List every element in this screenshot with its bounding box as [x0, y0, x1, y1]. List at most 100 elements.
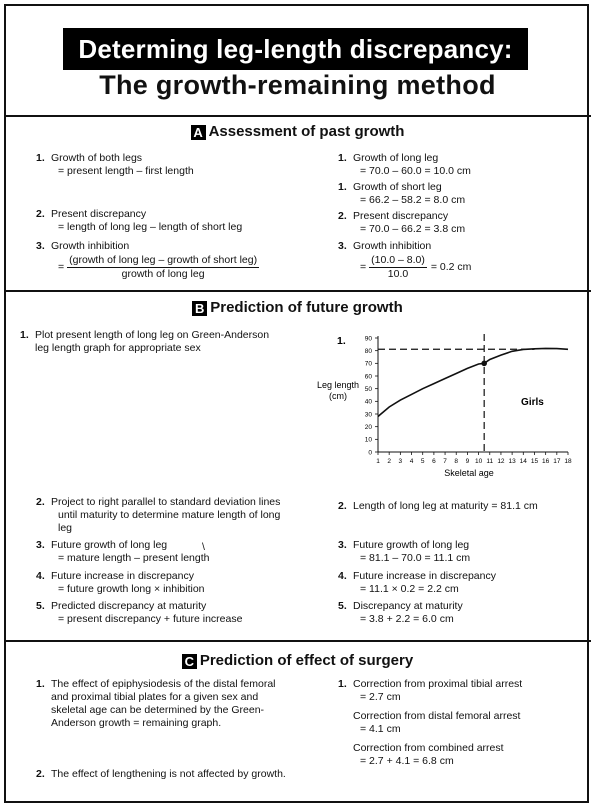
section-c-heading: C Prediction of effect of surgery [0, 652, 595, 669]
item-label: Growth of short leg [353, 181, 442, 193]
a-left-item-3: 3. Growth inhibition = (growth of long l… [36, 240, 316, 281]
a-right-item-1: 1. Growth of long leg = 70.0 – 60.0 = 10… [338, 152, 578, 178]
item-line: Anderson growth = remaining graph. [51, 717, 222, 729]
x-tick-label: 5 [421, 458, 425, 465]
section-a-heading: A Assessment of past growth [0, 123, 595, 140]
item-label: Growth of both legs [51, 152, 143, 164]
x-tick-label: 7 [443, 458, 447, 465]
y-tick-label: 20 [365, 424, 373, 431]
c-left-item-1: 1. The effect of epiphysiodesis of the d… [36, 678, 326, 730]
b-right-item-4: 4. Future increase in discrepancy = 11.1… [338, 570, 578, 596]
section-b-title: Prediction of future growth [210, 299, 403, 316]
b-left-item-2: 2. Project to right parallel to standard… [36, 496, 326, 535]
item-label: Correction from distal femoral arrest [353, 710, 521, 722]
x-tick-label: 2 [387, 458, 391, 465]
item-detail: = length of long leg – length of short l… [58, 221, 243, 233]
b-right-item-5: 5. Discrepancy at maturity = 3.8 + 2.2 =… [338, 600, 578, 626]
page-frame [4, 4, 589, 803]
divider-title [4, 115, 591, 117]
fraction-denominator: 10.0 [387, 268, 409, 280]
page-subtitle: The growth-remaining method [99, 70, 496, 100]
item-label: Future increase in discrepancy [353, 570, 496, 582]
item-detail: = 81.1 – 70.0 = 11.1 cm [360, 552, 471, 564]
y-tick-label: 80 [365, 348, 373, 355]
chart-annotation: Girls [521, 397, 544, 408]
page-title: Determing leg-length discrepancy: [63, 28, 528, 70]
y-tick-label: 90 [365, 335, 373, 342]
a-right-item-3: 2. Present discrepancy = 70.0 – 66.2 = 3… [338, 210, 578, 236]
x-tick-label: 16 [542, 458, 550, 465]
x-tick-label: 1 [376, 458, 380, 465]
chart-marks [377, 334, 569, 452]
x-tick-label: 10 [475, 458, 483, 465]
item-label: Present discrepancy [51, 208, 147, 220]
b-left-item-5: 5. Predicted discrepancy at maturity = p… [36, 600, 326, 626]
stray-mark: \ [202, 541, 205, 553]
item-detail: = 3.8 + 2.2 = 6.0 cm [360, 613, 454, 625]
item-label: Growth inhibition [353, 240, 432, 252]
divider-b-c [4, 640, 591, 642]
section-b-badge: B [192, 301, 208, 316]
equals-sign: = [58, 261, 65, 273]
y-tick-label: 50 [365, 386, 373, 393]
item-label: Discrepancy at maturity [353, 600, 463, 612]
inhibition-result: = 0.2 cm [430, 261, 472, 273]
y-tick-label: 60 [365, 373, 373, 380]
item-detail: = 2.7 + 4.1 = 6.8 cm [360, 755, 454, 767]
item-detail: = mature length – present length [58, 552, 210, 564]
section-c-title: Prediction of effect of surgery [199, 652, 414, 669]
y-axis-unit: (cm) [329, 391, 347, 401]
section-b-heading: B Prediction of future growth [0, 299, 595, 316]
a-right-item-2: 1. Growth of short leg = 66.2 – 58.2 = 8… [338, 181, 578, 207]
item-line: The effect of epiphysiodesis of the dist… [51, 678, 276, 690]
item-number: 4. [36, 570, 45, 582]
item-label: Present discrepancy [353, 210, 449, 222]
inhibition-example-fraction: (10.0 – 8.0) 10.0 [369, 254, 427, 281]
x-tick-label: 3 [399, 458, 403, 465]
item-number: 3. [36, 240, 45, 252]
item-number: 1. [36, 678, 45, 690]
present-length-point [481, 360, 487, 367]
item-number: 1. [338, 181, 347, 193]
x-tick-label: 4 [410, 458, 414, 465]
item-detail: = 70.0 – 66.2 = 3.8 cm [360, 223, 466, 235]
item-number: 5. [338, 600, 347, 612]
item-number: 3. [36, 539, 45, 551]
item-label: Length of long leg at maturity = 81.1 cm [353, 500, 538, 512]
item-line: The effect of lengthening is not affecte… [51, 768, 286, 780]
b-right-item-3: 3. Future growth of long leg = 81.1 – 70… [338, 539, 578, 565]
y-tick-label: 10 [365, 437, 373, 444]
x-tick-label: 17 [553, 458, 561, 465]
item-number: 1. [338, 678, 347, 690]
b-left-item-1: 1. Plot present length of long leg on Gr… [20, 329, 320, 355]
item-number: 3. [338, 240, 347, 252]
b-left-item-4: 4. Future increase in discrepancy = futu… [36, 570, 316, 596]
x-axis-label: Skeletal age [444, 468, 494, 478]
item-detail: = 70.0 – 60.0 = 10.0 cm [360, 165, 471, 177]
item-detail: leg [58, 522, 73, 534]
item-number: 1. [36, 152, 45, 164]
x-tick-label: 18 [564, 458, 572, 465]
inhibition-fraction: (growth of long leg – growth of short le… [67, 254, 260, 281]
x-tick-label: 8 [454, 458, 458, 465]
fraction-denominator: growth of long leg [121, 268, 205, 280]
item-detail: leg length graph for appropriate sex [35, 342, 201, 354]
item-number: 2. [338, 500, 347, 512]
y-tick-label: 0 [368, 449, 372, 456]
y-tick-label: 30 [365, 411, 373, 418]
item-number: 4. [338, 570, 347, 582]
item-number: 2. [36, 768, 45, 780]
item-label: Future growth of long leg [353, 539, 470, 551]
y-tick-label: 40 [365, 399, 373, 406]
y-tick-label: 70 [365, 361, 373, 368]
item-label: Predicted discrepancy at maturity [51, 600, 207, 612]
item-number: 2. [338, 210, 347, 222]
item-number: 2. [36, 496, 45, 508]
item-detail: = 2.7 cm [360, 691, 401, 703]
b-left-item-3: 3. Future growth of long leg = mature le… [36, 539, 316, 565]
y-axis-label: Leg length [317, 380, 359, 390]
chart-axes [375, 336, 569, 455]
item-detail: = present discrepancy + future increase [58, 613, 243, 625]
item-line: skeletal age can be determined by the Gr… [51, 704, 265, 716]
item-label: Future increase in discrepancy [51, 570, 194, 582]
